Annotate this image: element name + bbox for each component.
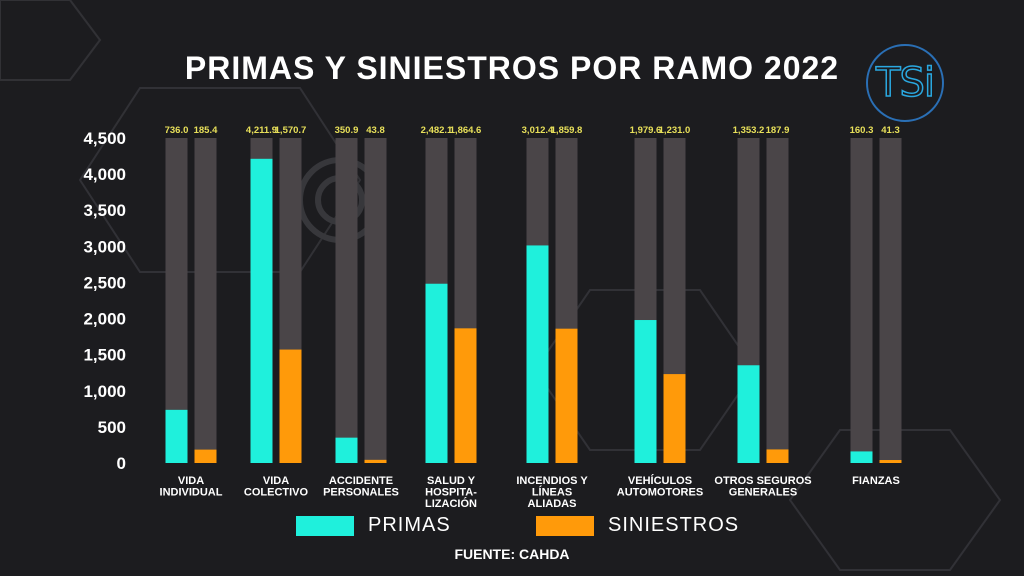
- data-label-primas: 1,979.6: [630, 125, 662, 136]
- bar-primas: [634, 320, 657, 463]
- data-label-siniestros: 1,859.8: [551, 125, 583, 136]
- bar-primas: [335, 437, 358, 463]
- tsi-logo: TSi: [866, 44, 944, 122]
- data-label-siniestros: 1,231.0: [659, 125, 691, 136]
- y-tick-label: 1,500: [83, 346, 126, 365]
- bar-track: [194, 138, 217, 463]
- bar-siniestros: [555, 328, 578, 463]
- bar-track: [879, 138, 902, 463]
- y-tick-label: 2,500: [83, 273, 126, 292]
- data-label-siniestros: 43.8: [366, 125, 385, 136]
- legend-label-siniestros: SINIESTROS: [608, 514, 740, 536]
- legend-swatch-siniestros: [536, 515, 594, 536]
- bar-track: [850, 138, 873, 463]
- bar-primas: [165, 409, 188, 463]
- bar-track: [364, 138, 387, 463]
- bar-track: [766, 138, 789, 463]
- x-category-label: FIANZAS: [852, 475, 900, 487]
- y-tick-label: 4,000: [83, 165, 126, 184]
- data-label-primas: 2,482.1: [421, 125, 453, 136]
- bar-primas: [737, 365, 760, 463]
- data-label-siniestros: 1,570.7: [275, 125, 307, 136]
- bar-primas: [526, 245, 549, 463]
- y-tick-label: 0: [117, 454, 126, 473]
- value-labels: 736.0 185.4 4,211.91,570.7 350.9 43.8 2,482.1…: [165, 125, 900, 136]
- data-label-siniestros: 185.4: [194, 125, 218, 136]
- source-note: FUENTE: CAHDA: [454, 546, 570, 562]
- bar-siniestros: [663, 374, 686, 463]
- bar-track: [335, 138, 358, 463]
- data-label-primas: 1,353.2: [733, 125, 765, 136]
- bar-siniestros: [279, 349, 302, 463]
- x-category-label: INCENDIOS Y LÍNEAS ALIADAS: [516, 475, 588, 510]
- data-label-primas: 4,211.9: [246, 125, 277, 136]
- y-tick-label: 4,500: [83, 129, 126, 148]
- data-label-siniestros: 1,864.6: [450, 125, 482, 136]
- data-label-primas: 3,012.4: [522, 125, 554, 136]
- x-category-label: VEHÍCULOS AUTOMOTORES: [617, 474, 703, 499]
- y-tick-label: 3,500: [83, 201, 126, 220]
- bar-siniestros: [364, 459, 387, 463]
- y-axis: 0 500 1,000 1,500 2,000 2,500 3,000 3,500 4,000 4…: [83, 129, 126, 473]
- x-category-label: VIDA INDIVIDUAL: [160, 475, 223, 499]
- bar-siniestros: [879, 460, 902, 463]
- data-label-primas: 736.0: [165, 125, 189, 136]
- legend-item-siniestros: SINIESTROS: [536, 514, 739, 537]
- bar-siniestros: [194, 449, 217, 463]
- chart-title: PRIMAS Y SINIESTROS POR RAMO 2022: [184, 50, 840, 86]
- data-label-siniestros: 41.3: [881, 125, 900, 136]
- data-label-siniestros: 187.9: [766, 125, 790, 136]
- bar-track: [165, 138, 188, 463]
- bar-primas: [425, 283, 448, 463]
- logo-text: TSi: [875, 59, 935, 107]
- x-axis-labels: VIDA INDIVIDUAL VIDA COLECTIVO ACCIDENTE PERS…: [160, 474, 900, 510]
- x-category-label: ACCIDENTE PERSONALES: [323, 475, 399, 499]
- bars: [165, 138, 902, 463]
- bar-siniestros: [454, 328, 477, 463]
- y-tick-label: 2,000: [83, 310, 126, 329]
- y-tick-label: 1,000: [83, 382, 126, 401]
- data-label-primas: 160.3: [850, 125, 874, 136]
- bar-primas: [850, 451, 873, 463]
- legend-label-primas: PRIMAS: [368, 514, 451, 536]
- y-tick-label: 500: [98, 418, 126, 437]
- x-category-label: VIDA COLECTIVO: [244, 475, 309, 499]
- legend-swatch-primas: [296, 515, 354, 536]
- bar-primas: [250, 158, 273, 463]
- data-label-primas: 350.9: [335, 125, 359, 136]
- bar-siniestros: [766, 449, 789, 463]
- x-category-label: SALUD Y HOSPITA-LIZACIÓN: [425, 475, 477, 510]
- legend-item-primas: PRIMAS: [296, 514, 451, 537]
- y-tick-label: 3,000: [83, 237, 126, 256]
- x-category-label: OTROS SEGUROS GENERALES: [714, 475, 811, 499]
